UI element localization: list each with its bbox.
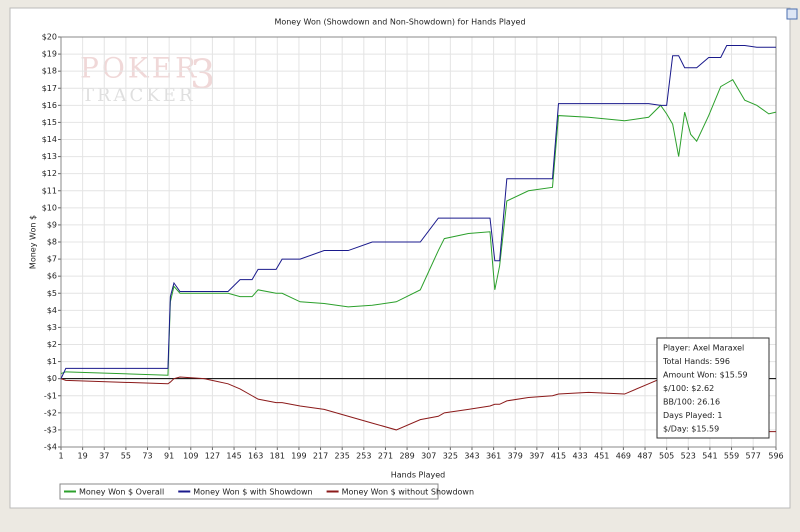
info-line: Days Played: 1 [663, 411, 723, 420]
expand-icon[interactable] [786, 8, 798, 20]
x-tick-label: 19 [78, 452, 88, 461]
x-tick-label: 253 [356, 452, 371, 461]
watermark: POKER 3 TRACKER [80, 52, 215, 107]
x-tick-label: 559 [724, 452, 739, 461]
y-tick-label: -$3 [44, 425, 57, 434]
x-tick-label: 325 [443, 452, 458, 461]
y-tick-label: $0 [47, 374, 57, 383]
x-tick-label: 109 [183, 452, 198, 461]
x-tick-label: 433 [572, 452, 587, 461]
x-tick-label: 73 [142, 452, 152, 461]
x-tick-label: 487 [637, 452, 652, 461]
x-tick-label: 596 [768, 452, 783, 461]
x-tick-label: 541 [702, 452, 717, 461]
x-tick-label: 523 [681, 452, 696, 461]
y-tick-label: $9 [47, 220, 57, 229]
x-tick-label: 127 [205, 452, 220, 461]
y-axis-label: Money Won $ [29, 215, 38, 269]
info-line: $/100: $2.62 [663, 384, 714, 393]
x-tick-label: 289 [399, 452, 414, 461]
y-tick-label: $1 [47, 357, 57, 366]
y-tick-label: $10 [42, 203, 57, 212]
watermark-mark: 3 [190, 52, 215, 98]
y-tick-label: $3 [47, 323, 57, 332]
x-tick-label: 1 [58, 452, 63, 461]
info-line: Total Hands: 596 [662, 357, 730, 366]
y-tick-label: $7 [47, 255, 57, 264]
x-tick-label: 379 [508, 452, 523, 461]
y-tick-label: $17 [42, 84, 57, 93]
x-tick-label: 415 [551, 452, 566, 461]
info-line: Amount Won: $15.59 [663, 371, 748, 380]
x-tick-label: 271 [378, 452, 393, 461]
legend-label: Money Won $ without Showdown [342, 488, 474, 497]
watermark-line1: POKER [80, 52, 199, 85]
y-tick-label: -$2 [44, 408, 57, 417]
x-tick-label: 55 [121, 452, 131, 461]
legend-box [59, 483, 439, 500]
chart-title: Money Won (Showdown and Non-Showdown) fo… [274, 18, 525, 27]
x-tick-label: 307 [421, 452, 436, 461]
x-axis-label: Hands Played [391, 471, 445, 480]
y-tick-label: $2 [47, 340, 57, 349]
x-tick-label: 199 [291, 452, 306, 461]
series-line [60, 79, 777, 376]
y-tick-label: $18 [42, 67, 57, 76]
info-line: $/Day: $15.59 [663, 425, 719, 434]
x-tick-label: 505 [659, 452, 674, 461]
x-tick-label: 343 [464, 452, 479, 461]
x-tick-label: 361 [486, 452, 501, 461]
y-tick-label: $15 [42, 118, 57, 127]
plot-frame [60, 36, 777, 448]
y-tick-label: $12 [42, 169, 57, 178]
y-tick-label: $16 [42, 101, 57, 110]
series-line [60, 45, 776, 379]
x-tick-label: 217 [313, 452, 328, 461]
x-tick-label: 451 [594, 452, 609, 461]
x-tick-label: 37 [99, 452, 109, 461]
x-tick-label: 577 [746, 452, 761, 461]
x-tick-label: 235 [335, 452, 350, 461]
y-tick-label: -$4 [44, 443, 57, 452]
y-tick-label: -$1 [44, 391, 57, 400]
y-tick-label: $13 [42, 152, 57, 161]
y-tick-label: $11 [42, 186, 57, 195]
x-tick-label: 469 [616, 452, 631, 461]
x-tick-label: 397 [529, 452, 544, 461]
y-tick-label: $8 [47, 238, 57, 247]
x-tick-label: 91 [164, 452, 174, 461]
legend: Money Won $ Overall Money Won $ with Show… [59, 483, 474, 500]
y-tick-label: $4 [47, 306, 57, 315]
info-box [656, 337, 770, 439]
y-tick-label: $6 [47, 272, 57, 281]
legend-label: Money Won $ Overall [79, 488, 164, 497]
y-tick-label: $20 [42, 33, 57, 42]
y-tick-label: $14 [42, 135, 57, 144]
info-line: Player: Axel Maraxel [663, 344, 744, 353]
x-tick-label: 163 [248, 452, 263, 461]
info-line: BB/100: 26.16 [663, 398, 720, 407]
x-tick-label: 181 [270, 452, 285, 461]
y-tick-label: $19 [42, 50, 57, 59]
watermark-line2: TRACKER [82, 85, 195, 106]
y-tick-label: $5 [47, 289, 57, 298]
legend-label: Money Won $ with Showdown [193, 488, 312, 497]
x-tick-label: 145 [226, 452, 241, 461]
